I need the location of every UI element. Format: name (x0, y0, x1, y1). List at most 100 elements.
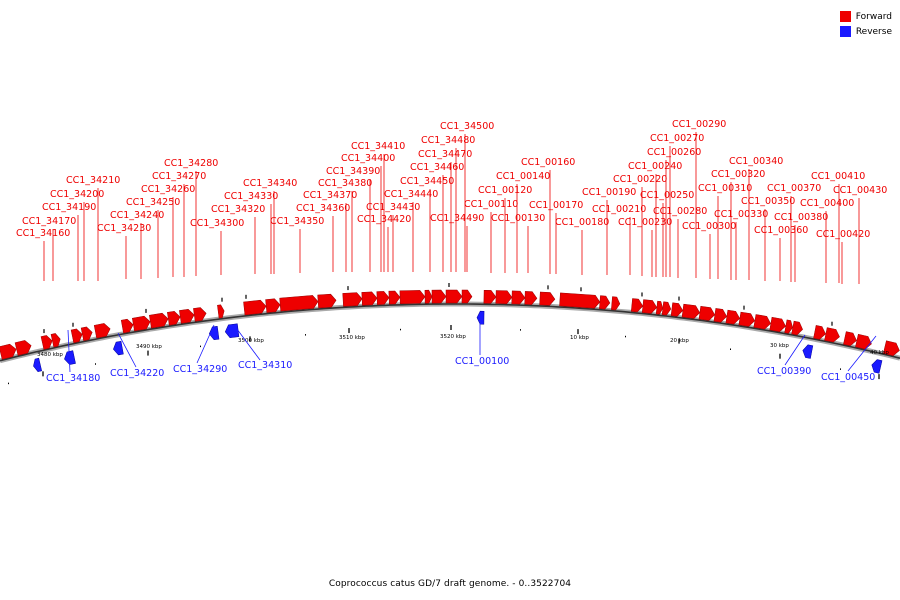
legend-reverse-label: Reverse (855, 26, 892, 37)
reverse-label-leader (196, 324, 215, 364)
forward-gene-label: CC1_00370 (767, 183, 821, 194)
reverse-gene-label: CC1_00100 (455, 356, 509, 367)
forward-gene-arrow (641, 299, 658, 314)
minor-scale-tick (8, 382, 9, 385)
reverse-gene-arrow (33, 357, 43, 372)
forward-gene-label: CC1_34440 (384, 189, 438, 200)
forward-gene-arrow (713, 308, 728, 323)
forward-gene-arrow (698, 306, 716, 321)
forward-gene-arrow (376, 291, 390, 305)
forward-gene-label: CC1_34470 (418, 149, 472, 160)
forward-gene-label: CC1_00160 (521, 157, 575, 168)
forward-swatch (839, 11, 851, 22)
forward-gene-arrow (725, 309, 741, 325)
forward-gene-arrow (179, 308, 195, 324)
legend: Forward Reverse (839, 9, 892, 39)
forward-gene-arrow (599, 295, 611, 310)
reverse-label-leader (117, 332, 137, 368)
forward-gene-arrow (217, 304, 225, 319)
forward-gene-arrow (431, 289, 447, 304)
forward-gene-arrow (784, 319, 793, 334)
forward-gene-label: CC1_34460 (410, 162, 464, 173)
forward-gene-label: CC1_34410 (351, 141, 405, 152)
forward-gene-arrow (40, 335, 53, 350)
scale-tick-label: 40 kbp (870, 350, 889, 356)
forward-gene-label: CC1_34500 (440, 121, 494, 132)
forward-gene-arrow (655, 300, 664, 315)
forward-gene-arrow (399, 290, 426, 305)
forward-gene-label: CC1_34340 (243, 178, 297, 189)
forward-gene-label: CC1_00430 (833, 185, 887, 196)
reverse-gene-arrow (476, 310, 485, 325)
forward-gene-arrow (0, 343, 17, 360)
forward-gene-arrow (243, 299, 267, 316)
forward-gene-label: CC1_34480 (421, 135, 475, 146)
forward-gene-label: CC1_00190 (582, 187, 636, 198)
forward-gene-arrow (167, 311, 181, 326)
reverse-label-leader (847, 335, 877, 372)
forward-gene-arrow (753, 314, 771, 330)
forward-gene-label: CC1_34380 (318, 178, 372, 189)
forward-gene-arrow (120, 318, 134, 334)
forward-gene-label: CC1_34210 (66, 175, 120, 186)
forward-gene-label: CC1_00230 (618, 217, 672, 228)
forward-gene-label: CC1_00250 (640, 190, 694, 201)
forward-gene-arrow (361, 291, 378, 306)
scale-tick-label: 3500 kbp (238, 338, 264, 344)
minor-scale-tick (95, 363, 96, 365)
forward-gene-arrow (193, 307, 207, 322)
reverse-gene-arrow (64, 350, 76, 365)
forward-gene-label: CC1_00380 (774, 212, 828, 223)
forward-gene-arrow (424, 289, 433, 304)
forward-gene-arrow (661, 301, 672, 316)
forward-gene-arrow (342, 292, 363, 307)
minor-scale-tick (200, 345, 201, 348)
forward-gene-arrow (791, 320, 803, 336)
forward-gene-arrow (539, 291, 556, 306)
forward-gene-label: CC1_34160 (16, 228, 70, 239)
forward-gene-label: CC1_34390 (326, 166, 380, 177)
scale-tick-label: 3490 kbp (136, 344, 162, 350)
forward-gene-arrow (461, 289, 473, 304)
reverse-gene-arrow (113, 340, 124, 356)
scale-tick-label: 3520 kbp (440, 334, 466, 340)
forward-gene-arrow (14, 340, 32, 356)
forward-gene-arrow (524, 291, 538, 305)
forward-gene-label: CC1_00420 (816, 229, 870, 240)
forward-gene-label: CC1_00180 (555, 217, 609, 228)
forward-gene-arrow (511, 290, 526, 305)
scale-tick-label: 10 kbp (570, 335, 589, 341)
forward-gene-label: CC1_34490 (430, 213, 484, 224)
forward-gene-label: CC1_00280 (653, 206, 707, 217)
reverse-gene-arrow (224, 323, 240, 339)
minor-scale-tick (730, 348, 731, 350)
forward-gene-arrow (149, 312, 169, 329)
reverse-gene-label: CC1_00390 (757, 366, 811, 377)
legend-reverse: Reverse (839, 24, 892, 39)
forward-gene-label: CC1_00410 (811, 171, 865, 182)
scale-tick-label: 20 kbp (670, 338, 689, 344)
legend-forward-label: Forward (855, 11, 892, 22)
genome-backbone (0, 303, 900, 362)
minor-scale-tick (305, 334, 306, 336)
reverse-gene-arrow (871, 359, 883, 374)
forward-gene-label: CC1_34270 (152, 171, 206, 182)
forward-gene-arrow (131, 315, 151, 332)
forward-gene-label: CC1_34430 (366, 202, 420, 213)
forward-gene-arrow (483, 289, 497, 304)
minor-scale-tick (625, 335, 626, 338)
forward-gene-arrow (611, 296, 621, 311)
forward-gene-arrow (445, 289, 463, 304)
forward-gene-label: CC1_00140 (496, 171, 550, 182)
minor-scale-tick (520, 329, 521, 331)
forward-gene-arrow (70, 328, 83, 344)
forward-gene-label: CC1_34330 (224, 191, 278, 202)
forward-gene-label: CC1_00130 (491, 213, 545, 224)
forward-gene-label: CC1_00270 (650, 133, 704, 144)
forward-gene-label: CC1_00330 (714, 209, 768, 220)
scale-tick-label: 3480 kbp (37, 352, 63, 358)
forward-gene-label: CC1_00120 (478, 185, 532, 196)
forward-gene-label: CC1_00210 (592, 204, 646, 215)
forward-gene-arrow (80, 326, 93, 341)
